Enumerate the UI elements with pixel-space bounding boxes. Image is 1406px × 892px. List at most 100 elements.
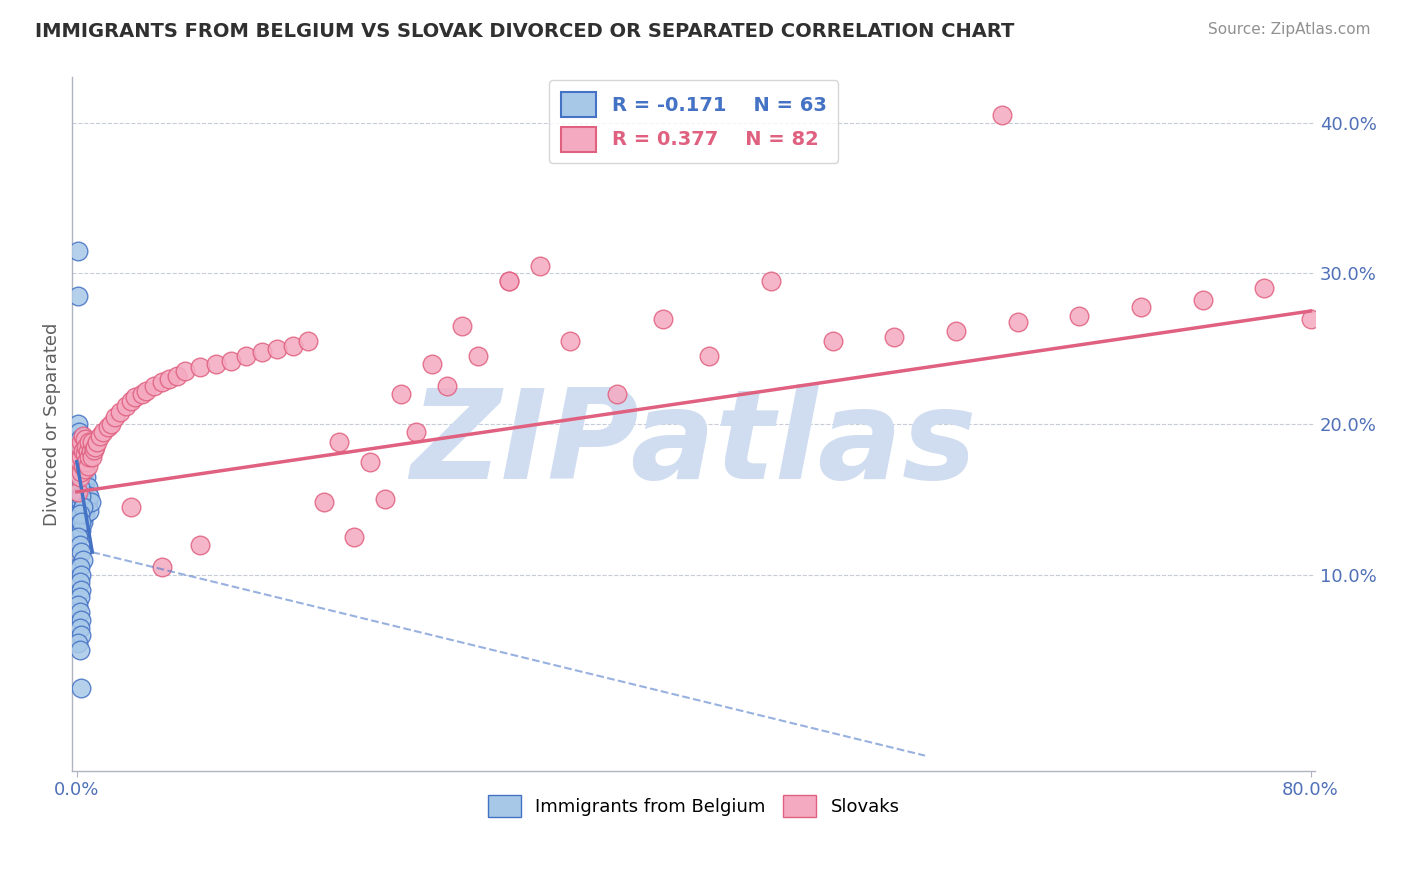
Point bbox=[76, 495, 98, 509]
Point bbox=[606, 387, 628, 401]
Point bbox=[67, 484, 90, 499]
Point bbox=[69, 470, 91, 484]
Point bbox=[67, 425, 90, 439]
Point bbox=[75, 484, 97, 499]
Point bbox=[120, 394, 142, 409]
Point bbox=[70, 545, 93, 559]
Point bbox=[70, 475, 93, 489]
Point bbox=[70, 490, 93, 504]
Point bbox=[69, 620, 91, 634]
Point bbox=[73, 508, 96, 522]
Point bbox=[131, 387, 153, 401]
Point bbox=[297, 334, 319, 348]
Point bbox=[70, 515, 93, 529]
Point bbox=[72, 455, 94, 469]
Point bbox=[70, 681, 93, 695]
Point bbox=[389, 387, 412, 401]
Point bbox=[69, 440, 91, 454]
Point bbox=[359, 455, 381, 469]
Point bbox=[67, 289, 90, 303]
Point bbox=[69, 643, 91, 657]
Point bbox=[498, 274, 520, 288]
Point bbox=[69, 508, 91, 522]
Point bbox=[1191, 293, 1213, 308]
Point bbox=[69, 455, 91, 469]
Point bbox=[70, 435, 93, 450]
Point bbox=[120, 500, 142, 514]
Point bbox=[1253, 281, 1275, 295]
Point bbox=[91, 425, 114, 439]
Point bbox=[436, 379, 458, 393]
Point bbox=[69, 523, 91, 537]
Point bbox=[97, 420, 120, 434]
Point bbox=[157, 372, 180, 386]
Point bbox=[69, 470, 91, 484]
Point bbox=[70, 484, 93, 499]
Point bbox=[83, 442, 105, 457]
Point bbox=[343, 530, 366, 544]
Point bbox=[82, 450, 104, 465]
Point bbox=[73, 432, 96, 446]
Point bbox=[235, 349, 257, 363]
Point bbox=[697, 349, 720, 363]
Point bbox=[115, 399, 138, 413]
Point bbox=[166, 368, 188, 383]
Point bbox=[69, 495, 91, 509]
Point bbox=[76, 444, 98, 458]
Point bbox=[67, 598, 90, 612]
Point bbox=[69, 455, 91, 469]
Point bbox=[1129, 300, 1152, 314]
Point bbox=[405, 425, 427, 439]
Point bbox=[70, 495, 93, 509]
Point bbox=[281, 339, 304, 353]
Point bbox=[72, 470, 94, 484]
Point bbox=[77, 435, 100, 450]
Point bbox=[188, 538, 211, 552]
Point bbox=[1299, 311, 1322, 326]
Text: Source: ZipAtlas.com: Source: ZipAtlas.com bbox=[1208, 22, 1371, 37]
Point bbox=[73, 492, 96, 507]
Point bbox=[67, 417, 90, 431]
Point bbox=[204, 357, 226, 371]
Point bbox=[75, 470, 97, 484]
Point bbox=[72, 515, 94, 529]
Point bbox=[67, 635, 90, 649]
Point bbox=[69, 606, 91, 620]
Point bbox=[67, 484, 90, 499]
Point bbox=[75, 500, 97, 514]
Point bbox=[66, 244, 89, 258]
Point bbox=[135, 384, 157, 398]
Point bbox=[70, 465, 93, 479]
Point bbox=[67, 470, 90, 484]
Point bbox=[73, 462, 96, 476]
Point bbox=[70, 450, 93, 465]
Point bbox=[89, 429, 111, 443]
Point bbox=[70, 613, 93, 627]
Point bbox=[69, 484, 91, 499]
Point bbox=[1007, 315, 1029, 329]
Point bbox=[69, 477, 91, 491]
Point bbox=[69, 575, 91, 590]
Point bbox=[77, 490, 100, 504]
Point bbox=[70, 440, 93, 454]
Point bbox=[69, 591, 91, 605]
Point bbox=[77, 504, 100, 518]
Point bbox=[108, 405, 131, 419]
Point bbox=[76, 459, 98, 474]
Point bbox=[77, 450, 100, 465]
Text: IMMIGRANTS FROM BELGIUM VS SLOVAK DIVORCED OR SEPARATED CORRELATION CHART: IMMIGRANTS FROM BELGIUM VS SLOVAK DIVORC… bbox=[35, 22, 1015, 41]
Point bbox=[143, 379, 166, 393]
Point bbox=[73, 447, 96, 461]
Point bbox=[70, 523, 93, 537]
Point bbox=[312, 495, 335, 509]
Point bbox=[70, 508, 93, 522]
Point bbox=[1069, 309, 1091, 323]
Point bbox=[67, 530, 90, 544]
Point bbox=[328, 435, 350, 450]
Point bbox=[84, 440, 107, 454]
Point bbox=[498, 274, 520, 288]
Point bbox=[759, 274, 782, 288]
Point bbox=[73, 477, 96, 491]
Point bbox=[821, 334, 844, 348]
Point bbox=[651, 311, 673, 326]
